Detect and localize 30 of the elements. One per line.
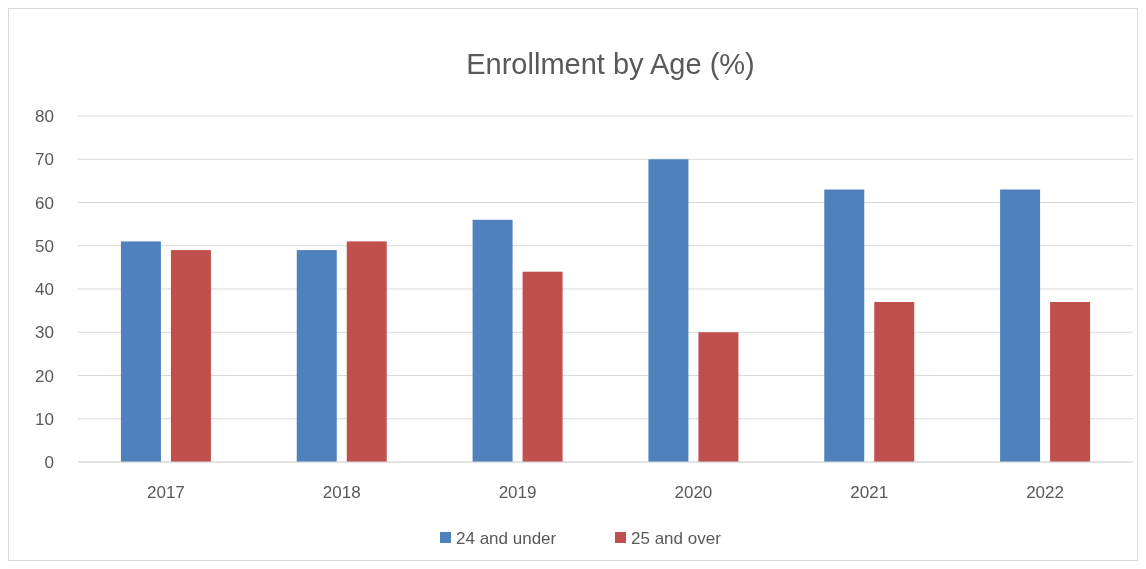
y-tick-label: 0 <box>44 453 54 472</box>
x-tick-label: 2017 <box>147 483 185 502</box>
bar <box>522 271 563 462</box>
x-tick-label: 2019 <box>498 483 537 502</box>
y-tick-label: 30 <box>35 323 54 343</box>
x-tick-label: 2018 <box>322 483 361 502</box>
x-tick-label: 2020 <box>674 483 713 502</box>
y-tick-label: 80 <box>35 107 54 126</box>
bar <box>648 159 689 462</box>
x-tick-label: 2022 <box>1026 483 1064 502</box>
bar <box>698 332 739 462</box>
y-tick-label: 70 <box>35 150 54 170</box>
bar <box>346 241 387 462</box>
y-tick-label: 10 <box>35 409 54 429</box>
y-tick-label: 50 <box>35 236 54 256</box>
legend-label: 25 and over <box>631 529 722 548</box>
bar <box>1050 301 1091 462</box>
y-tick-label: 40 <box>35 280 54 299</box>
chart-title: Enrollment by Age (%) <box>466 48 755 80</box>
y-tick-label: 60 <box>35 193 54 213</box>
bar <box>296 250 337 462</box>
y-tick-label: 20 <box>35 366 54 386</box>
bar <box>874 301 915 462</box>
bar <box>120 241 161 462</box>
bar <box>170 250 211 462</box>
bar <box>824 189 865 462</box>
x-tick-label: 2021 <box>850 483 889 502</box>
bar <box>472 219 513 462</box>
legend-label: 24 and under <box>456 529 557 548</box>
bar <box>1000 189 1041 462</box>
